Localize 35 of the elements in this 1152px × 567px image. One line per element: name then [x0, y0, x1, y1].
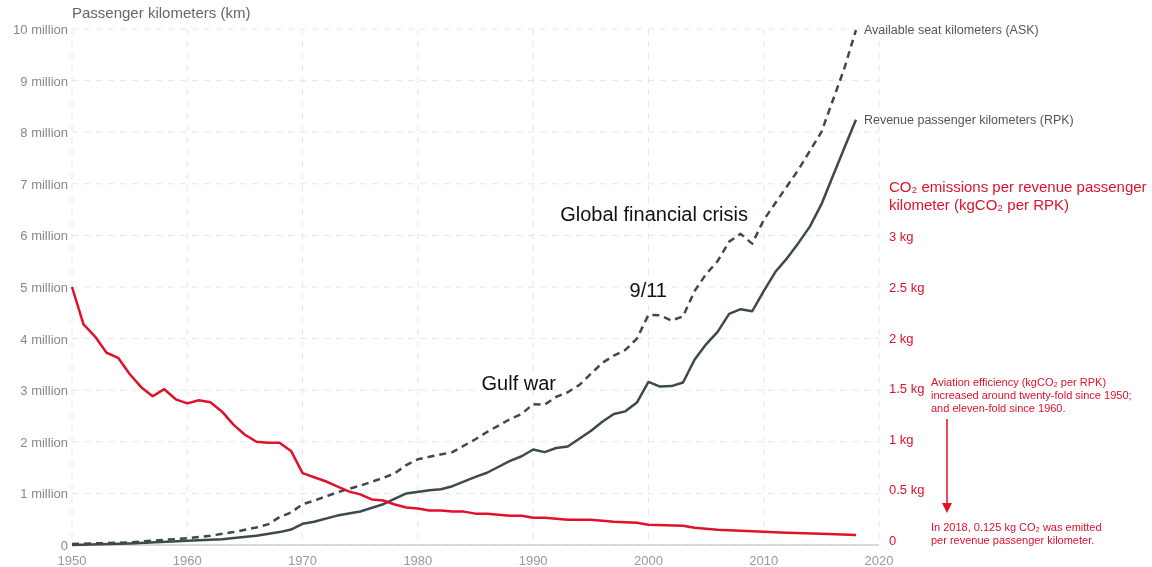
y2-tick-label: 1 kg: [889, 431, 914, 447]
x-tick-label: 2010: [749, 553, 779, 567]
y-tick-label: 7 million: [20, 176, 68, 192]
x-tick-label: 1990: [518, 553, 548, 567]
y2-tick-label: 0.5 kg: [889, 482, 925, 498]
x-tick-label: 1960: [172, 553, 202, 567]
x-tick-label: 1950: [57, 553, 87, 567]
y-tick-label: 10 million: [13, 22, 68, 37]
y-tick-label: 2 million: [20, 434, 68, 450]
y2-tick-label: 2.5 kg: [889, 280, 925, 295]
y-tick-label: 4 million: [20, 331, 68, 347]
x-tick-label: 1970: [288, 553, 318, 567]
y2-tick-label: 2 kg: [889, 330, 914, 346]
y-tick-label: 9 million: [20, 73, 68, 89]
x-tick-label: 2000: [633, 553, 663, 567]
text: In 2018, 0.125 kg CO₂ was emitted per revenue passenger kilometer.: [931, 521, 1102, 546]
y-tick-label: 5 million: [20, 280, 68, 295]
y-tick-label: 6 million: [20, 228, 68, 244]
y-tick-label: 8 million: [20, 125, 68, 141]
y-axis-title: Passenger kilometers (km): [72, 4, 251, 21]
x-tick-label: 2020: [864, 553, 894, 567]
annotation: Gulf war: [481, 372, 557, 394]
text: Aviation efficiency (kgCO₂ per RPK) increased around twenty-fold since 1950; and eleven-fold since 1960.: [931, 376, 1132, 414]
y-tick-label: 1 million: [20, 486, 68, 502]
y2-axis-title: CO₂ emissions per revenue passenger kilometer (kgCO₂ per RPK): [889, 178, 1147, 213]
series-label: Revenue passenger kilometers (RPK): [863, 112, 1074, 127]
series-label: Available seat kilometers (ASK): [863, 23, 1039, 38]
x-tick-label: 1980: [403, 553, 433, 567]
y-tick-label: 0: [60, 538, 68, 553]
y-tick-label: 3 million: [20, 383, 68, 399]
y2-tick-label: 3 kg: [889, 229, 914, 245]
annotation: Global financial crisis: [560, 203, 748, 225]
y2-tick-label: 0: [889, 532, 897, 548]
annotation: 9/11: [629, 279, 667, 301]
y2-tick-label: 1.5 kg: [889, 381, 925, 397]
